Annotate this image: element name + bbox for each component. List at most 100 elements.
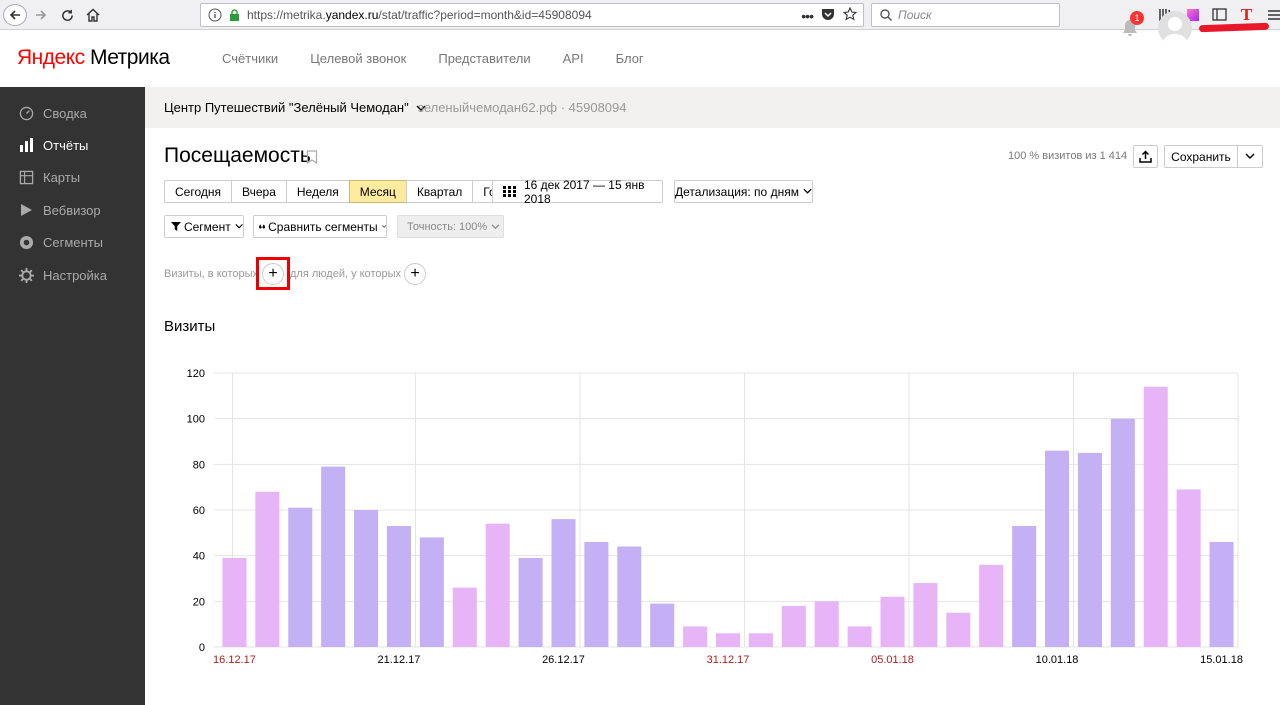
bar: [518, 557, 543, 647]
accuracy-dropdown[interactable]: Точность: 100%: [397, 215, 504, 238]
bar: [1110, 418, 1135, 647]
period-today[interactable]: Сегодня: [164, 180, 232, 203]
y-tick-label: 40: [193, 551, 205, 563]
people-filter-label: для людей, у которых: [290, 268, 401, 280]
chart-title: Визиты: [164, 318, 216, 335]
sidebar-item-segments[interactable]: Сегменты: [0, 226, 145, 258]
extension-gradient-icon[interactable]: [1184, 6, 1201, 23]
y-tick-label: 0: [199, 642, 205, 654]
y-tick-label: 100: [187, 414, 205, 426]
search-placeholder: Поиск: [898, 8, 932, 22]
bookmark-icon[interactable]: [306, 150, 318, 164]
nav-representatives[interactable]: Представители: [438, 51, 531, 66]
sidebar-item-webvisor[interactable]: Вебвизор: [0, 194, 145, 226]
visits-bar-chart: 0 20 40 60 80 100 120 16.12.17 21.12.17 26.12.17 3…: [187, 368, 1243, 666]
forward-button[interactable]: [31, 4, 51, 26]
detail-dropdown[interactable]: Детализация: по дням: [674, 180, 813, 203]
reload-button[interactable]: [57, 4, 77, 26]
address-bar[interactable]: https://metrika.yandex.ru/stat/traffic?p…: [200, 3, 864, 27]
period-week[interactable]: Неделя: [285, 180, 350, 203]
period-yesterday[interactable]: Вчера: [231, 180, 287, 203]
sidebar-item-settings[interactable]: Настройка: [0, 259, 145, 291]
bar-chart-icon: [18, 137, 34, 153]
map-icon: [18, 169, 34, 185]
bar: [913, 583, 938, 647]
add-people-condition-button[interactable]: +: [404, 263, 426, 285]
metrika-logo[interactable]: Яндекс Метрика: [17, 46, 170, 69]
sidebar-item-maps[interactable]: Карты: [0, 161, 145, 193]
segment-button[interactable]: Сегмент: [164, 215, 244, 238]
avatar[interactable]: [1158, 11, 1192, 45]
y-tick-label: 80: [193, 459, 205, 471]
visits-sampling-info: 100 % визитов из 1 414: [1008, 150, 1128, 162]
chevron-down-icon: [1245, 153, 1255, 159]
save-dropdown-button[interactable]: [1237, 145, 1263, 168]
nav-target-call[interactable]: Целевой звонок: [310, 51, 407, 66]
export-button[interactable]: [1133, 145, 1158, 168]
period-selector: Сегодня Вчера Неделя Месяц Квартал Год: [164, 180, 514, 203]
bar: [781, 605, 806, 647]
bar: [1143, 386, 1168, 647]
info-icon[interactable]: [207, 7, 223, 23]
arrow-left-icon: [9, 10, 20, 20]
bar: [946, 612, 971, 647]
nav-blog[interactable]: Блог: [615, 51, 644, 66]
sidebar-toggle-icon[interactable]: [1211, 6, 1228, 23]
bar: [683, 626, 708, 647]
bar: [452, 587, 477, 647]
visits-filter-label: Визиты, в которых: [164, 268, 258, 280]
bar: [354, 510, 379, 647]
page-title: Посещаемость: [164, 144, 311, 167]
arrow-right-icon: [36, 10, 47, 20]
period-month[interactable]: Месяц: [348, 180, 407, 203]
counter-selector[interactable]: Центр Путешествий "Зелёный Чемодан": [164, 100, 426, 115]
home-button[interactable]: [83, 4, 103, 26]
star-icon[interactable]: [842, 6, 858, 24]
notification-badge: 1: [1130, 11, 1144, 25]
play-icon: [18, 202, 34, 218]
x-tick-label: 10.01.18: [1036, 654, 1079, 666]
compare-segments-button[interactable]: Сравнить сегменты: [253, 215, 387, 238]
bar: [419, 537, 444, 647]
browser-toolbar: https://metrika.yandex.ru/stat/traffic?p…: [0, 0, 1280, 30]
sidebar-item-label: Вебвизор: [43, 202, 101, 218]
bar: [617, 546, 642, 647]
site-header: Яндекс Метрика Счётчики Целевой звонок П…: [0, 31, 1280, 87]
nav-api[interactable]: API: [562, 51, 584, 66]
chevron-down-icon: [235, 224, 243, 229]
more-actions-icon[interactable]: •••: [801, 7, 814, 24]
search-icon: [880, 9, 892, 21]
sidebar-item-label: Сводка: [43, 105, 87, 121]
y-tick-label: 20: [193, 596, 205, 608]
x-tick-label: 16.12.17: [213, 654, 256, 666]
sidebar-item-label: Настройка: [43, 267, 107, 283]
save-button[interactable]: Сохранить: [1164, 145, 1238, 168]
y-tick-label: 120: [187, 368, 205, 380]
translate-extension-icon[interactable]: T: [1240, 4, 1253, 24]
date-range-picker[interactable]: 16 дек 2017 — 15 янв 2018: [492, 177, 663, 206]
pocket-icon[interactable]: [821, 8, 835, 24]
plus-icon: +: [268, 265, 278, 282]
period-quarter[interactable]: Квартал: [405, 180, 474, 203]
gauge-icon: [18, 105, 34, 121]
sidebar-item-summary[interactable]: Сводка: [0, 97, 145, 129]
menu-icon[interactable]: [1265, 6, 1280, 23]
bar: [650, 603, 675, 647]
nav-counters[interactable]: Счётчики: [222, 51, 279, 66]
bar: [847, 626, 872, 647]
browser-search-input[interactable]: Поиск: [871, 3, 1060, 27]
date-range-text: 16 дек 2017 — 15 янв 2018: [524, 177, 645, 206]
sidebar-item-label: Отчёты: [43, 137, 89, 153]
add-visit-condition-button[interactable]: +: [262, 263, 284, 285]
bar: [222, 557, 247, 647]
back-button[interactable]: [3, 4, 27, 26]
filter-icon: [171, 221, 181, 232]
sidebar-item-label: Карты: [43, 169, 81, 185]
reload-icon: [61, 9, 73, 21]
bar: [1045, 450, 1070, 647]
sidebar-item-reports[interactable]: Отчёты: [0, 129, 145, 161]
x-tick-label: 26.12.17: [542, 654, 585, 666]
chevron-down-icon: [416, 105, 426, 112]
bar: [1077, 452, 1102, 647]
bar: [288, 507, 313, 647]
